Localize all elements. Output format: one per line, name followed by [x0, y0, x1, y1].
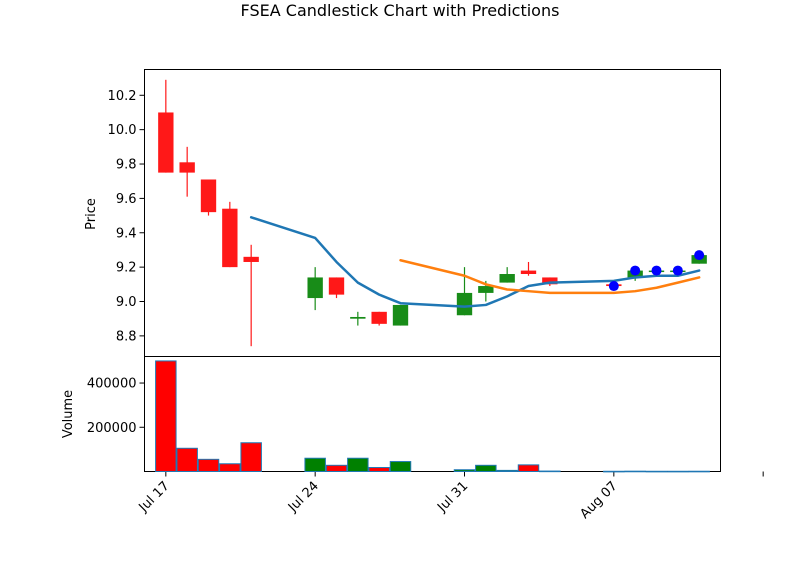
candle-body: [520, 270, 537, 275]
volume-bar: [304, 457, 326, 473]
volume-y-tick-label: 400000: [87, 377, 137, 392]
candle-body: [478, 286, 494, 293]
volume-bar: [667, 470, 689, 473]
candle-body: [371, 311, 387, 324]
prediction-marker: [694, 250, 705, 261]
candle-body: [307, 277, 323, 299]
candle-body: [392, 304, 409, 326]
volume-bar: [496, 469, 518, 472]
candle-body: [328, 277, 345, 295]
volume-panel-frame: [144, 356, 721, 472]
volume-bar: [240, 442, 262, 472]
prediction-lines: [249, 216, 701, 308]
candle: [179, 146, 195, 197]
prediction-marker: [630, 265, 641, 276]
volume-bar: [197, 458, 220, 473]
candle: [243, 244, 259, 347]
candle: [371, 311, 387, 326]
price-y-tick-label: 9.0: [116, 295, 137, 310]
prediction-line-2: [399, 259, 701, 295]
x-tick-label: Jul 31: [434, 479, 471, 516]
volume-bar: [453, 469, 476, 473]
volume-bar: [645, 470, 668, 473]
candle-body: [158, 112, 174, 173]
prediction-marker: [608, 281, 619, 292]
x-ticks: Jul 17 Jul 24 Jul 31 Aug 07: [136, 471, 764, 522]
candle: [350, 311, 366, 326]
candle-body: [456, 292, 473, 316]
price-y-tick-label: 9.4: [116, 226, 137, 241]
candle: [392, 304, 409, 326]
prediction-markers: [608, 250, 705, 292]
volume-bar: [325, 464, 348, 472]
candle: [158, 79, 174, 173]
price-axis-label: Price: [84, 198, 99, 230]
price-y-tick-label: 10.2: [108, 89, 137, 104]
volume-bar: [688, 470, 710, 473]
volume-y-ticks: 200000 400000: [87, 377, 145, 436]
candle: [520, 261, 537, 276]
candle-body: [243, 256, 259, 262]
price-y-tick-label: 9.6: [116, 192, 137, 207]
volume-bars: [155, 360, 710, 473]
volume-axis-label: Volume: [61, 390, 76, 438]
candle: [307, 267, 323, 311]
volume-bar: [389, 461, 412, 472]
candle-body: [179, 162, 195, 173]
volume-bar: [539, 470, 561, 473]
candle: [499, 267, 515, 283]
candle-body: [350, 316, 366, 319]
candle: [200, 179, 217, 216]
volume-bar: [517, 464, 540, 473]
x-tick-label: Jul 17: [136, 479, 173, 516]
x-tick-label: Jul 24: [285, 479, 322, 516]
volume-y-tick-label: 200000: [87, 421, 137, 436]
volume-bar: [219, 463, 241, 472]
price-y-tick-label: 10.0: [108, 123, 137, 138]
prediction-marker: [651, 265, 662, 276]
volume-bar: [624, 470, 646, 473]
volume-bar: [603, 470, 625, 473]
candles: [158, 79, 707, 347]
volume-bar: [368, 467, 390, 472]
volume-bar: [475, 464, 497, 472]
prediction-marker: [672, 265, 683, 276]
prediction-line-1: [249, 216, 701, 308]
volume-bar: [176, 447, 198, 472]
price-y-ticks: 8.8 9.0 9.2 9.4 9.6 9.8 10.0 10.2: [108, 89, 145, 344]
candle-body: [222, 208, 238, 268]
volume-bar: [155, 360, 177, 472]
candle-body: [499, 274, 515, 283]
price-y-tick-label: 8.8: [116, 329, 137, 344]
candle-body: [200, 179, 217, 213]
candle: [328, 277, 345, 299]
candle: [222, 201, 238, 268]
candle-body: [542, 277, 558, 285]
x-tick-label: Aug 07: [577, 479, 620, 522]
volume-bar: [347, 457, 369, 473]
chart-title: FSEA Candlestick Chart with Predictions: [241, 1, 560, 20]
price-y-tick-label: 9.8: [116, 158, 137, 173]
price-y-tick-label: 9.2: [116, 261, 137, 276]
